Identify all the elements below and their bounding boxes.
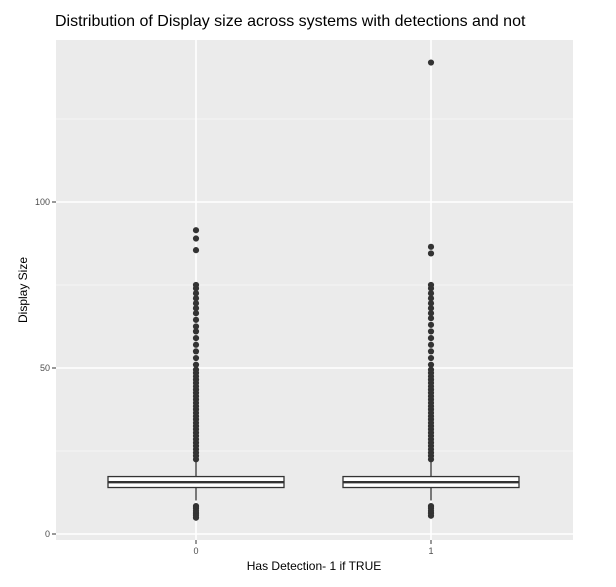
outlier-point: [192, 366, 200, 373]
outlier-point: [427, 290, 435, 297]
outlier-point: [192, 341, 200, 348]
outlier-point: [192, 227, 200, 234]
outliers: [192, 59, 435, 521]
x-axis-title: Has Detection- 1 if TRUE: [247, 559, 382, 573]
axes: 0 50 100 0 1: [35, 197, 434, 556]
outlier-point: [192, 247, 200, 254]
outlier-point: [192, 281, 200, 289]
outlier-point: [427, 310, 435, 317]
outlier-point: [427, 59, 435, 66]
outlier-point: [192, 305, 200, 312]
outlier-point: [192, 335, 200, 342]
outlier-point: [427, 300, 435, 307]
outlier-point: [192, 310, 200, 317]
outlier-point: [427, 243, 435, 250]
outlier-point: [192, 354, 200, 362]
x-tick-label: 1: [428, 546, 433, 556]
x-tick-label: 0: [193, 546, 198, 556]
outlier-point: [427, 348, 435, 355]
y-tick-label: 0: [45, 529, 50, 539]
outlier-point: [427, 354, 435, 362]
outlier-point: [192, 323, 200, 330]
outlier-point: [427, 335, 435, 342]
outlier-point: [427, 315, 435, 322]
outlier-point: [192, 361, 200, 368]
y-tick-label: 50: [40, 363, 50, 373]
outlier-point: [192, 503, 200, 510]
outlier-point: [427, 361, 435, 368]
outlier-point: [427, 295, 435, 302]
boxes: [107, 460, 520, 501]
outlier-point: [427, 328, 435, 335]
outlier-point: [427, 503, 435, 510]
outlier-point: [192, 295, 200, 302]
outlier-point: [427, 341, 435, 348]
outlier-point: [192, 235, 200, 242]
outlier-point: [427, 305, 435, 312]
chart-title: Distribution of Display size across syst…: [55, 13, 526, 30]
y-axis-title: Display Size: [16, 257, 30, 323]
outlier-point: [427, 250, 435, 257]
outlier-point: [427, 281, 435, 289]
outlier-point: [192, 348, 200, 355]
y-tick-label: 100: [35, 197, 50, 207]
outlier-point: [192, 328, 200, 335]
outlier-point: [192, 316, 200, 323]
outlier-point: [192, 290, 200, 297]
outlier-point: [192, 300, 200, 307]
outlier-point: [427, 321, 435, 328]
outlier-point: [427, 366, 435, 373]
plot-panel: [56, 40, 573, 540]
